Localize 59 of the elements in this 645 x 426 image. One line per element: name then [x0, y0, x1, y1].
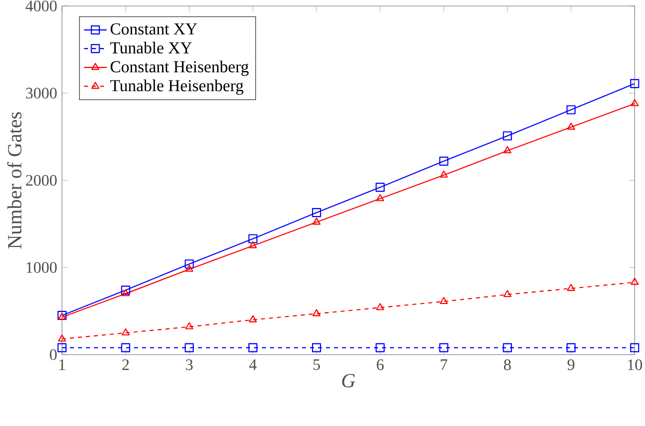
point — [502, 131, 512, 140]
point — [630, 278, 639, 285]
legend-label: Constant Heisenberg — [110, 60, 249, 76]
point — [122, 289, 130, 296]
point — [439, 156, 448, 166]
point — [122, 328, 130, 336]
y-tick-label: 0 — [50, 349, 57, 360]
point — [248, 315, 257, 322]
point — [248, 343, 258, 352]
point — [248, 241, 257, 248]
point — [312, 218, 321, 225]
point — [630, 99, 639, 106]
point — [376, 343, 385, 352]
x-tick-label: 10 — [628, 359, 642, 370]
x-axis-title: G — [342, 374, 356, 388]
point — [312, 309, 321, 316]
x-tick-label: 1 — [59, 359, 66, 370]
x-tick-label: 3 — [186, 359, 193, 370]
point — [312, 208, 322, 218]
y-tick-label: 1000 — [26, 262, 57, 273]
y-tick-label: 4000 — [26, 0, 57, 12]
point — [503, 146, 512, 154]
point — [185, 264, 194, 272]
x-tick-label: 7 — [440, 359, 448, 370]
point — [184, 259, 194, 269]
legend-label: Tunable Heisenberg — [110, 80, 244, 95]
point — [248, 234, 258, 244]
point — [502, 343, 512, 352]
point — [184, 343, 194, 352]
point — [376, 194, 384, 202]
point — [566, 105, 576, 114]
legend-label: Tunable XY — [110, 42, 192, 54]
point — [440, 170, 448, 178]
point — [439, 343, 448, 352]
point — [630, 343, 640, 352]
point — [57, 343, 67, 352]
legend-label: Constant XY — [110, 23, 197, 35]
x-tick-label: 4 — [249, 359, 257, 370]
point — [121, 286, 130, 295]
point — [630, 79, 640, 88]
point — [440, 296, 448, 304]
point — [312, 343, 322, 352]
point — [185, 322, 194, 330]
point — [567, 122, 576, 130]
point — [121, 343, 130, 352]
x-tick-label: 8 — [504, 359, 511, 370]
x-tick-label: 6 — [376, 359, 384, 370]
point — [376, 182, 385, 192]
point — [58, 334, 66, 342]
y-axis-title: Number of Gates — [7, 112, 22, 249]
y-tick-label: 2000 — [26, 174, 57, 186]
x-tick-label: 2 — [122, 359, 129, 370]
point — [503, 290, 512, 298]
y-tick-label: 3000 — [26, 88, 57, 99]
point — [567, 284, 576, 291]
point — [376, 303, 384, 310]
x-tick-label: 9 — [568, 359, 574, 370]
x-tick-label: 5 — [313, 359, 320, 370]
point — [566, 343, 576, 352]
